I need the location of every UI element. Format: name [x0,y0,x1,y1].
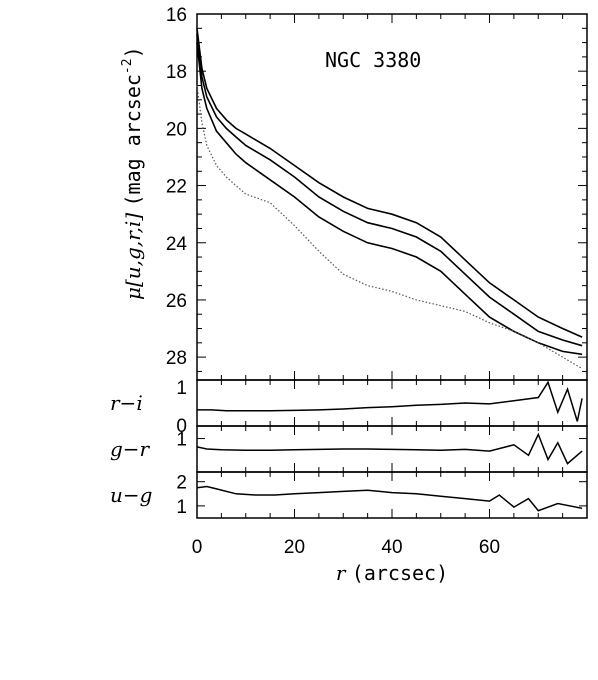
profile-line-3 [196,85,583,370]
r-i-ytick-label: 0 [176,416,187,437]
main-ytick-label: 22 [166,177,187,198]
r-i-color-line [197,380,583,422]
u-g-panel: 2 1 u−g [110,471,588,519]
g-r-panel: 1 g−r [110,425,588,473]
main-ytick-label: 18 [166,62,187,83]
main-ytick-label: 16 [166,5,187,26]
x-tick-label: 0 [192,537,203,558]
u-g-ytick-label: 2 [176,473,187,494]
main-ytick-label: 20 [166,119,187,140]
x-tick-label: 20 [284,537,305,558]
main-panel: 16 18 20 22 24 26 28 NGC 3380 μ[u,g,r,i] (mag ar… [120,5,588,381]
main-ylabel: μ[u,g,r,i] (mag arcsec-2) [120,46,145,300]
x-tick-label: 40 [381,537,402,558]
r-i-ytick-label: 1 [176,378,187,399]
g-r-color-line [196,432,583,465]
u-g-ytick-label: 1 [176,497,187,518]
x-axis-label: r (arcsec) [336,561,448,585]
x-tick-label: 60 [479,537,500,558]
r-i-panel: 1 0 r−i [110,378,588,437]
g-r-ytick-label: 1 [176,430,187,451]
profile-line-0 [196,28,583,338]
g-r-label: g−r [110,437,151,461]
u-g-color-line [196,485,583,512]
profile-line-1 [196,33,583,347]
x-axis: 0 20 40 60 r (arcsec) [192,537,500,585]
galaxy-annotation: NGC 3380 [325,48,421,72]
profile-line-2 [196,42,583,356]
r-i-label: r−i [110,391,143,415]
main-ytick-label: 24 [166,234,188,255]
main-ytick-label: 28 [166,348,187,369]
main-ytick-label: 26 [166,291,187,312]
u-g-label: u−g [110,483,152,507]
